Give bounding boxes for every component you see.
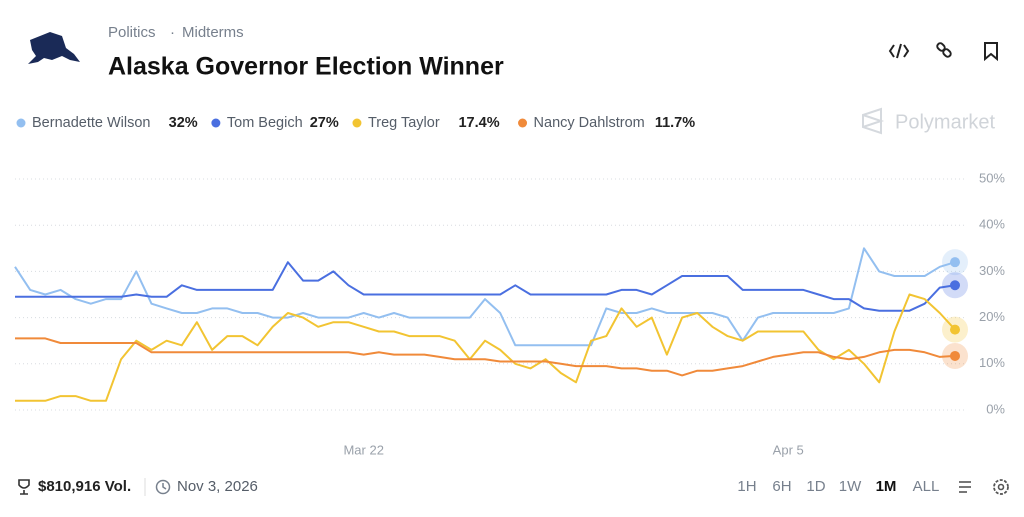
y-tick-label: 0% — [986, 401, 1005, 416]
subcategory[interactable]: Midterms — [182, 24, 244, 41]
legend-name: Tom Begich — [227, 115, 303, 131]
current-dot — [950, 257, 960, 268]
legend-value: 17.4% — [458, 115, 499, 131]
legend-dot — [211, 118, 221, 128]
current-dot — [950, 324, 960, 335]
volume-icon — [18, 479, 30, 495]
embed-button[interactable] — [888, 43, 910, 59]
category[interactable]: Politics — [108, 24, 156, 41]
y-tick-label: 40% — [979, 217, 1005, 232]
legend-value: 32% — [169, 115, 198, 131]
brand: Polymarket — [895, 111, 995, 133]
x-tick-label: Mar 22 — [343, 442, 383, 457]
legend: Bernadette Wilson 32% Tom Begich 27% Treg Ta… — [16, 115, 695, 131]
y-tick-label: 30% — [979, 263, 1005, 278]
current-dot — [950, 350, 960, 361]
series-line — [15, 293, 956, 402]
y-tick-label: 20% — [979, 309, 1005, 324]
range-selector: 1H 6H 1D 1W 1M ALL — [737, 478, 939, 495]
current-dot — [950, 280, 960, 291]
y-tick-label: 10% — [979, 355, 1005, 370]
separator: · — [170, 24, 175, 41]
market-icon — [28, 32, 80, 64]
series-line — [14, 247, 956, 347]
volume: $810,916 Vol. — [38, 478, 131, 495]
filter-button[interactable] — [959, 481, 971, 493]
link-button[interactable] — [936, 42, 952, 58]
legend-value: 27% — [310, 115, 339, 131]
title: Alaska Governor Election Winner — [108, 53, 504, 81]
range-button[interactable]: 1W — [839, 478, 862, 495]
settings-button[interactable] — [993, 479, 1009, 495]
range-button[interactable]: 1H — [737, 478, 756, 495]
clock-hands — [162, 483, 167, 490]
y-tick-label: 50% — [979, 170, 1005, 185]
range-button[interactable]: ALL — [913, 478, 940, 495]
legend-name: Nancy Dahlstrom — [534, 115, 645, 131]
bookmark-button[interactable] — [984, 42, 998, 62]
legend-name: Bernadette Wilson — [32, 115, 150, 131]
brand-logo — [862, 107, 885, 135]
range-button[interactable]: 6H — [772, 478, 791, 495]
plot: 0% 10% 20% 30% 40% 50% Mar 22 Apr 5 — [14, 170, 1005, 457]
range-button[interactable]: 1M — [876, 478, 897, 495]
series-line — [15, 261, 956, 312]
legend-value: 11.7% — [655, 115, 695, 131]
range-button[interactable]: 1D — [806, 478, 825, 495]
legend-dot — [352, 118, 362, 128]
legend-dot — [518, 118, 528, 128]
series-line — [15, 337, 956, 377]
legend-dot — [16, 118, 26, 128]
legend-name: Treg Taylor — [368, 115, 440, 131]
clock-icon — [155, 479, 171, 495]
end-date: Nov 3, 2026 — [177, 478, 258, 495]
x-tick-label: Apr 5 — [773, 442, 804, 457]
